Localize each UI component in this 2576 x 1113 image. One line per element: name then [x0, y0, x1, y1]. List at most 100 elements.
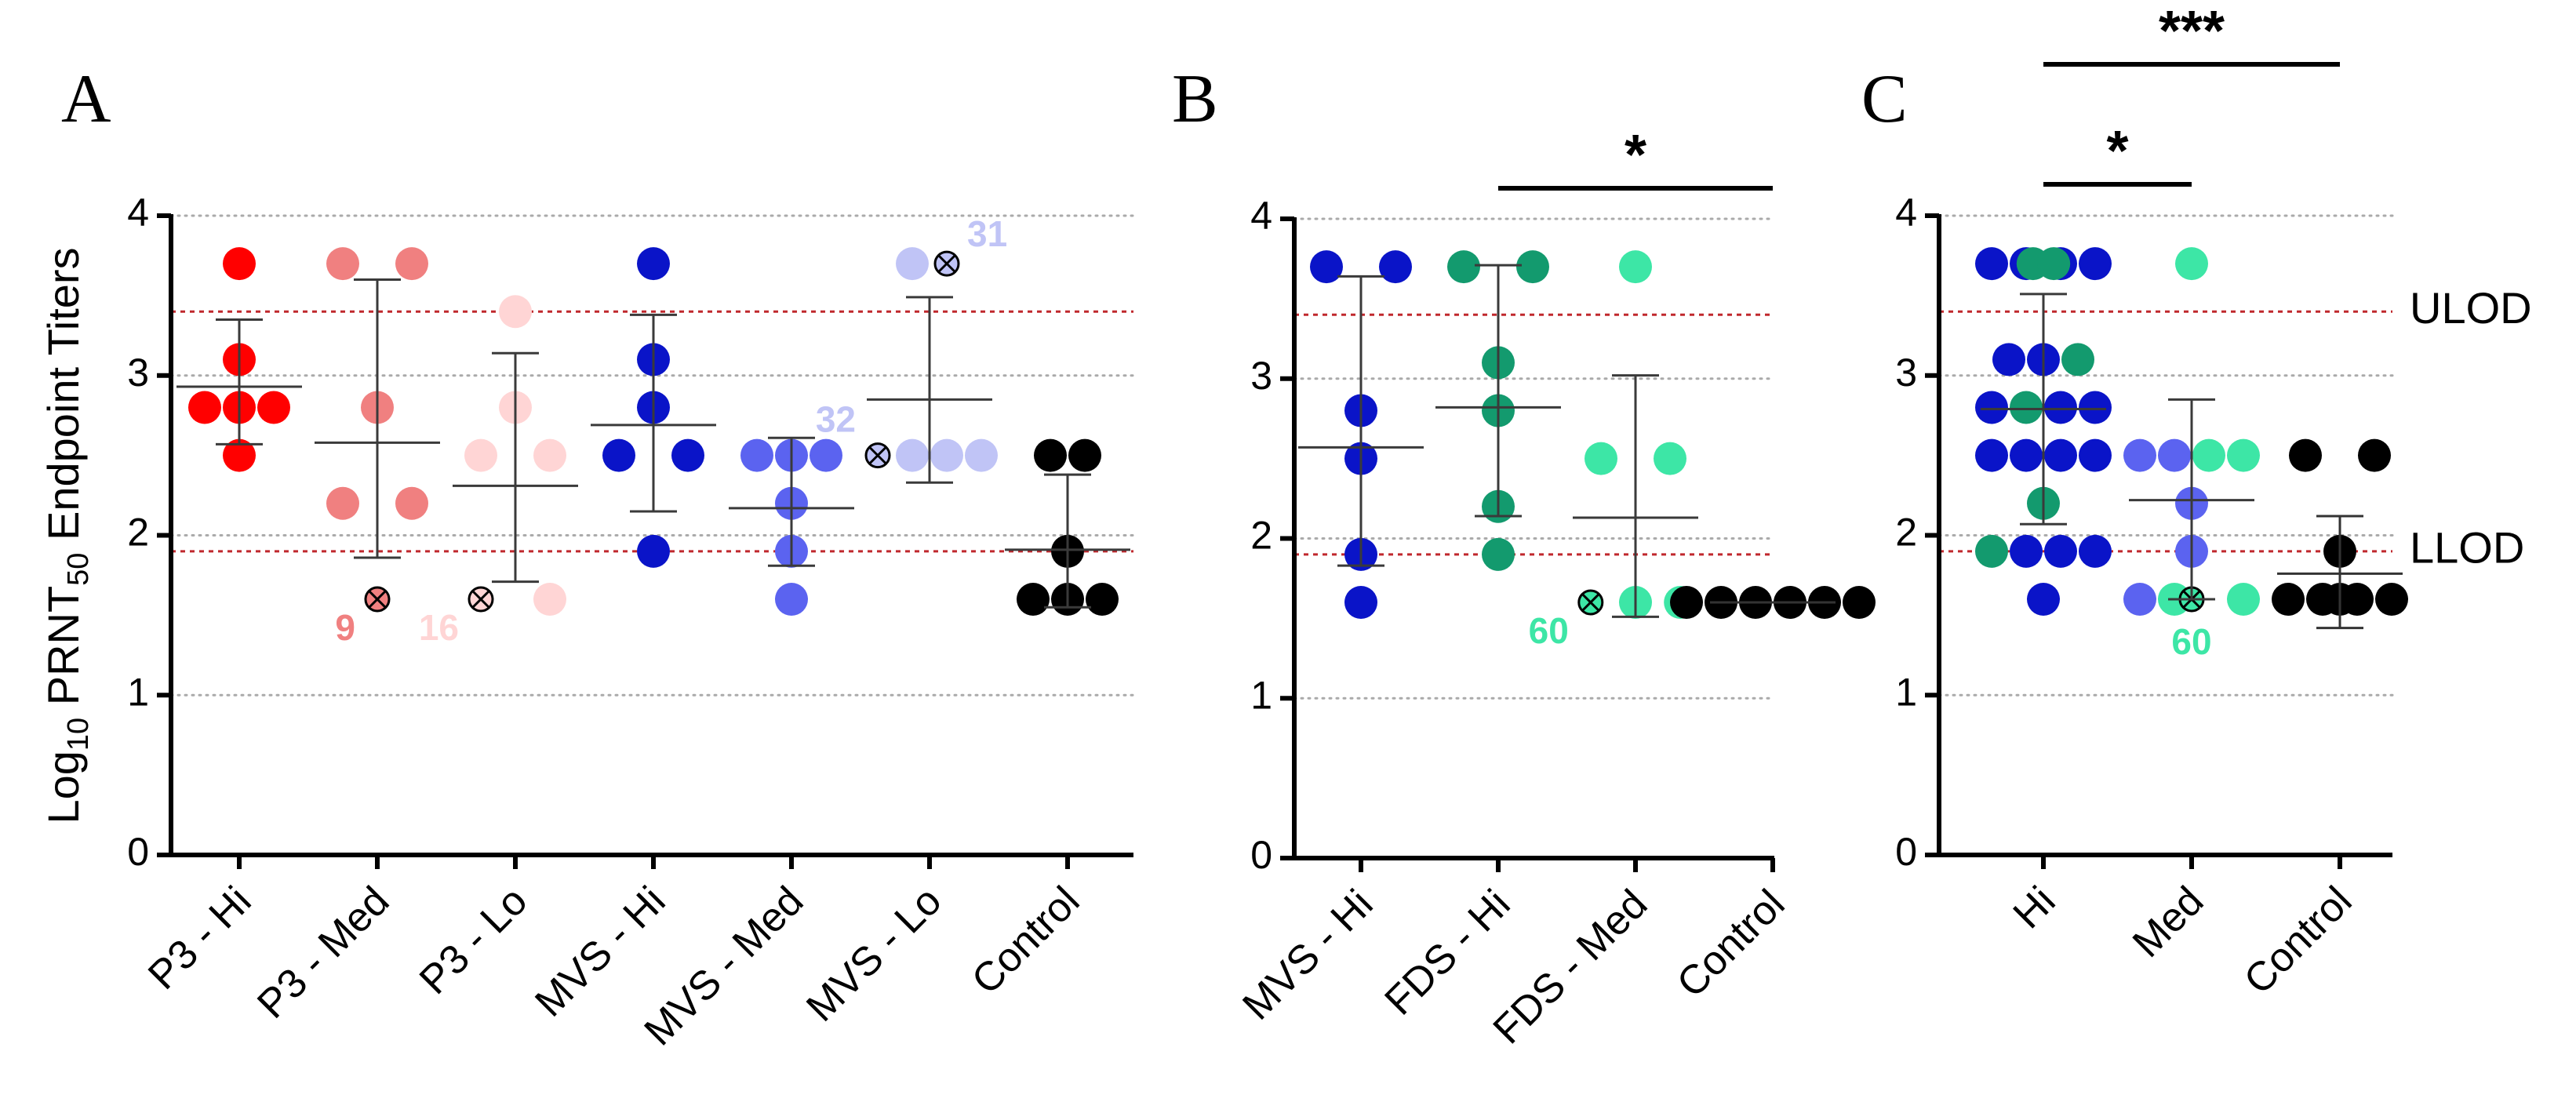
data-point	[257, 391, 290, 424]
data-point	[896, 247, 929, 281]
sample-annotation: 32	[816, 399, 856, 440]
data-point	[326, 486, 359, 520]
data-point	[930, 438, 963, 472]
data-point	[2123, 438, 2156, 472]
data-point	[740, 438, 773, 472]
y-tick-label: 1	[1895, 670, 1917, 714]
x-tick-label: Med	[2124, 878, 2213, 966]
data-point	[533, 583, 566, 616]
data-point	[1017, 583, 1050, 616]
sample-annotation: 60	[1529, 610, 1569, 651]
group-p3-med: P3 - Med 9	[249, 247, 440, 1028]
y-axis-label-sub10: 10	[62, 718, 95, 751]
group-p3-hi: P3 - Hi	[140, 247, 302, 998]
y-tick-label: 0	[1895, 830, 1917, 874]
data-point	[1843, 586, 1876, 619]
data-point	[1034, 438, 1067, 472]
sample-annotation: 16	[419, 607, 459, 648]
y-axis-label: Log10 PRNT50 Endpoint Titers	[38, 247, 95, 824]
data-point	[2010, 534, 2043, 568]
data-point	[464, 438, 497, 472]
data-point	[499, 295, 532, 329]
data-point	[1086, 583, 1119, 616]
y-axis-label-suffix: Endpoint Titers	[38, 247, 88, 552]
data-point	[965, 438, 998, 472]
data-point	[223, 247, 256, 281]
data-point	[223, 438, 256, 472]
group-control: Control	[1668, 586, 1876, 1006]
panel-letter: A	[61, 61, 111, 137]
data-point	[2044, 438, 2077, 472]
data-point	[2192, 438, 2225, 472]
data-point	[1516, 250, 1549, 284]
group-mvs-hi: MVS - Hi	[526, 247, 716, 1026]
data-point	[896, 438, 929, 472]
x-tick-label: Control	[2236, 878, 2361, 1003]
data-point	[2358, 438, 2391, 472]
y-tick-label: 3	[1250, 354, 1272, 398]
y-tick-label: 3	[1895, 351, 1917, 395]
significance-label: *	[1625, 124, 1646, 187]
data-point	[1975, 438, 2008, 472]
sample-annotation: 60	[2171, 621, 2211, 662]
data-point	[1670, 586, 1703, 619]
group-control: Control	[2236, 438, 2408, 1003]
y-tick-label: 3	[127, 351, 149, 395]
data-point	[1975, 391, 2008, 424]
data-point	[2227, 438, 2260, 472]
data-point	[2079, 247, 2112, 281]
x-tick-label: MVS - Hi	[526, 878, 674, 1025]
data-point	[188, 391, 221, 424]
data-point	[1992, 343, 2025, 376]
data-point	[1310, 250, 1343, 284]
data-point	[2272, 583, 2305, 616]
x-tick-label: MVS - Hi	[1234, 881, 1381, 1028]
data-point	[2289, 438, 2322, 472]
data-point	[2079, 534, 2112, 568]
data-point	[2175, 247, 2208, 281]
y-tick-label: 0	[127, 830, 149, 874]
data-point	[2227, 583, 2260, 616]
x-tick-label: P3 - Lo	[411, 878, 537, 1003]
data-point	[395, 486, 428, 520]
data-point	[775, 583, 808, 616]
x-tick-label: P3 - Med	[249, 878, 398, 1027]
ulod-label: ULOD	[2410, 283, 2532, 333]
data-point	[1619, 250, 1652, 284]
cross-mark	[868, 446, 887, 465]
data-point	[2158, 438, 2191, 472]
cross-mark	[1581, 593, 1600, 612]
data-point	[2079, 438, 2112, 472]
panel-letter: C	[1861, 61, 1908, 137]
y-axis-label-prefix: Log	[38, 751, 88, 824]
x-tick-label: Hi	[2005, 878, 2065, 937]
data-point	[1585, 442, 1617, 475]
x-tick-label: MVS - Lo	[798, 878, 950, 1030]
group-hi: Hi	[1975, 247, 2112, 937]
sample-annotation: 31	[967, 213, 1007, 254]
data-point	[2123, 583, 2156, 616]
y-tick-label: 4	[127, 191, 149, 235]
data-point	[1975, 247, 2008, 281]
y-tick-label: 1	[127, 670, 149, 714]
data-point	[1482, 537, 1515, 571]
data-point	[602, 438, 635, 472]
data-point	[2079, 391, 2112, 424]
data-point	[2010, 438, 2043, 472]
significance-label: ***	[2159, 0, 2225, 63]
cross-mark	[937, 254, 956, 273]
data-point	[1654, 442, 1686, 475]
data-point	[2044, 534, 2077, 568]
data-point	[1068, 438, 1101, 472]
data-point	[637, 534, 670, 568]
group-p3-lo: P3 - Lo 16	[411, 295, 578, 1003]
data-point	[2027, 583, 2060, 616]
y-tick-label: 4	[1250, 194, 1272, 238]
significance-label: *	[2106, 120, 2128, 183]
group-mvs-lo: MVS - Lo 31 32	[798, 213, 1007, 1031]
data-point	[326, 247, 359, 281]
x-tick-label: Control	[963, 878, 1089, 1003]
y-tick-label: 2	[1250, 514, 1272, 558]
